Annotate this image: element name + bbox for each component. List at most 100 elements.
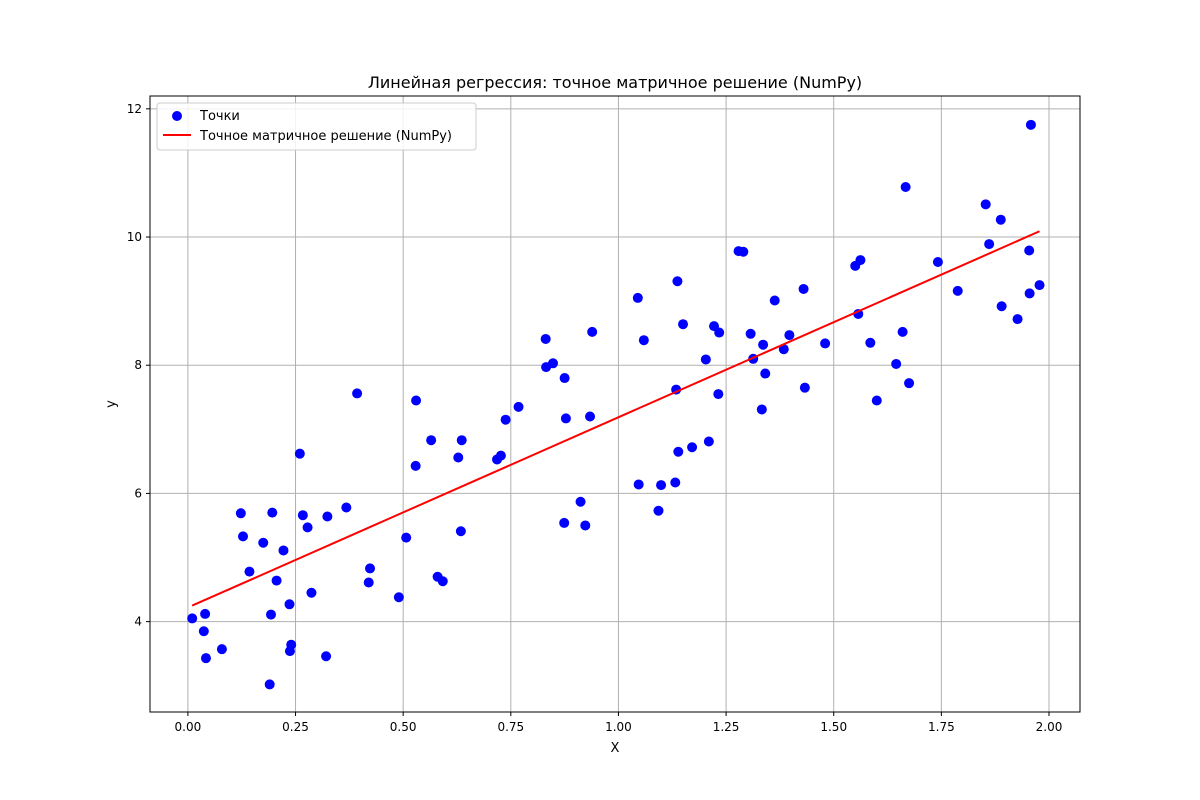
data-point [297,510,308,521]
data-point [363,577,374,588]
x-tick-label: 0.50 [390,720,417,734]
legend-frame [156,102,477,151]
regression-line [191,230,1040,607]
data-point [784,330,795,341]
data-point [495,450,506,461]
data-point [656,480,667,491]
data-point [769,295,780,306]
y-tick-label: 8 [134,358,142,372]
x-tick-label: 0.00 [175,720,202,734]
data-point [426,435,437,446]
data-point [410,460,421,471]
data-point [891,358,902,369]
data-point [559,373,570,384]
data-point [897,326,908,337]
x-tick-label: 1.75 [928,720,955,734]
plot-area [187,119,1045,690]
data-point [984,239,995,250]
data-point [714,327,725,338]
data-point [258,537,269,548]
data-point [745,328,756,339]
data-point [540,333,551,344]
data-point [670,477,681,488]
data-point [411,395,422,406]
data-point [820,338,831,349]
data-point [1012,314,1023,325]
data-point [271,575,282,586]
legend-label-points: Точки [199,109,240,124]
y-tick-label: 10 [127,230,142,244]
data-point [393,592,404,603]
data-point [980,199,991,210]
data-point [799,382,810,393]
data-point [1034,280,1045,291]
data-point [401,532,412,543]
data-point [995,214,1006,225]
data-point [559,517,570,528]
data-point [700,354,711,365]
data-point [900,182,911,193]
data-point [687,442,698,453]
data-point [548,358,558,369]
data-point [871,395,882,406]
data-point [198,626,209,637]
x-tick-label: 2.00 [1036,720,1063,734]
data-point [500,414,511,425]
data-point [267,507,278,518]
data-point [302,522,313,533]
data-point [1024,245,1035,256]
data-point [187,613,198,624]
legend: Точки Точное матричное решение (NumPy) [156,102,477,151]
data-point [932,257,943,268]
data-point [352,388,363,399]
data-point [653,505,664,516]
data-point [1024,288,1035,299]
x-tick-label: 0.75 [497,720,524,734]
data-point [673,446,684,457]
data-point [580,520,591,531]
data-point [216,644,227,655]
data-point [756,404,767,415]
data-point [264,679,275,690]
data-point [1025,119,1036,130]
data-point [265,609,276,620]
legend-label-regression: Точное матричное решение (NumPy) [199,129,452,144]
data-point [678,319,689,330]
data-point [575,496,586,507]
data-point [456,435,467,446]
data-point [286,639,297,650]
data-point [952,285,963,296]
x-tick-label: 1.00 [605,720,632,734]
data-point [284,599,295,610]
data-point [235,508,246,519]
data-point [365,563,376,574]
data-point [760,368,771,379]
data-point [587,326,598,337]
data-point [238,531,248,542]
data-point [904,378,915,389]
data-point [322,511,333,522]
x-tick-label: 0.25 [282,720,309,734]
y-tick-label: 4 [134,615,142,629]
data-point [513,401,524,412]
axis-ticks: 0.00 0.25 0.50 0.75 1.00 1.25 1.50 1.75 2.00 4 6 8 1… [127,102,1063,734]
y-axis-label: y [104,400,119,408]
data-point [437,576,448,587]
data-point [865,337,876,348]
data-point [758,339,769,350]
data-point [244,566,255,577]
data-point [778,344,789,355]
data-point [632,292,643,303]
axes-frame [149,95,1081,713]
y-tick-label: 6 [134,486,142,500]
data-point [585,411,596,422]
grid [150,96,1080,712]
data-point [738,246,749,257]
data-point [306,587,317,598]
data-point [703,436,714,447]
data-point [560,413,571,424]
y-tick-label: 12 [127,102,142,116]
data-point [200,608,211,619]
data-point [294,448,305,459]
